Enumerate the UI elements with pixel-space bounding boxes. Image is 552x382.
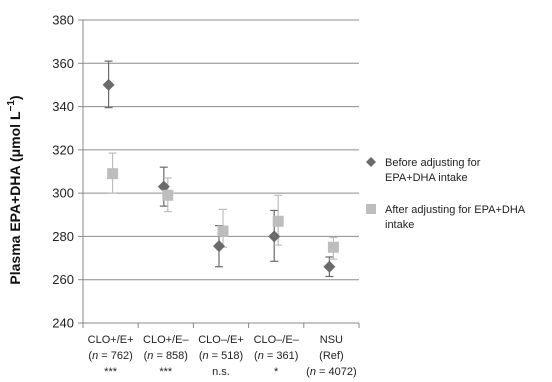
y-tick-label: 280	[52, 229, 74, 244]
legend-marker-before	[366, 157, 376, 167]
category-n: (n = 361)	[254, 350, 298, 362]
category-n: (n = 518)	[199, 350, 243, 362]
category-labels: CLO+/E+ (n = 762) *** CLO+/E– (n = 858) *** CL…	[88, 334, 357, 378]
legend: Before adjusting for EPA+DHA intake After …	[366, 157, 526, 231]
y-tick-marks	[78, 19, 83, 324]
category-n: (n = 858)	[144, 350, 188, 362]
category-n: (n = 762)	[88, 350, 132, 362]
marker-after-adjusting	[162, 189, 174, 201]
y-tick-label: 300	[52, 186, 74, 201]
marker-before-adjusting	[102, 78, 115, 91]
category-significance: ***	[104, 366, 118, 378]
category-name: CLO+/E–	[143, 334, 189, 346]
legend-marker-after	[366, 204, 376, 214]
y-tick-label: 360	[52, 56, 74, 71]
y-tick-label: 380	[52, 13, 74, 28]
y-tick-label: 260	[52, 272, 74, 287]
legend-label: After adjusting for EPA+DHA	[385, 204, 526, 216]
category-significance: *	[274, 366, 279, 378]
category-n: (Ref)	[319, 350, 343, 362]
category-significance: ***	[159, 366, 173, 378]
legend-label: intake	[385, 219, 414, 231]
y-tick-label: 340	[52, 99, 74, 114]
y-tick-label: 240	[52, 316, 74, 331]
marker-after-adjusting	[272, 215, 284, 227]
marker-before-adjusting	[323, 260, 336, 273]
category-name: CLO–/E–	[254, 334, 300, 346]
marker-after-adjusting	[217, 225, 229, 237]
category-significance: n.s.	[212, 366, 230, 378]
y-axis-label: Plasma EPA+DHA (μmol L−1)	[6, 95, 23, 284]
category-name: CLO+/E+	[88, 334, 134, 346]
data-markers	[102, 78, 339, 273]
marker-before-adjusting	[157, 180, 170, 193]
y-tick-label: 320	[52, 142, 74, 157]
gridlines	[83, 19, 359, 281]
category-name: CLO–/E+	[198, 334, 244, 346]
marker-after-adjusting	[327, 241, 339, 253]
y-tick-labels: 240 260 280 300 320 340 360 380	[52, 13, 74, 331]
category-name: NSU	[320, 334, 343, 346]
legend-label: Before adjusting for	[385, 157, 481, 169]
marker-before-adjusting	[268, 230, 281, 243]
legend-label: EPA+DHA intake	[385, 172, 468, 184]
marker-before-adjusting	[213, 240, 225, 253]
x-tick-marks	[82, 323, 360, 328]
category-significance: (n = 4072)	[306, 366, 356, 378]
y-axis-label-main: Plasma EPA+DHA (μmol L	[7, 111, 23, 285]
marker-after-adjusting	[107, 168, 119, 180]
y-axis-label-sup: −1	[6, 100, 17, 112]
y-axis-label-close: )	[7, 95, 23, 100]
